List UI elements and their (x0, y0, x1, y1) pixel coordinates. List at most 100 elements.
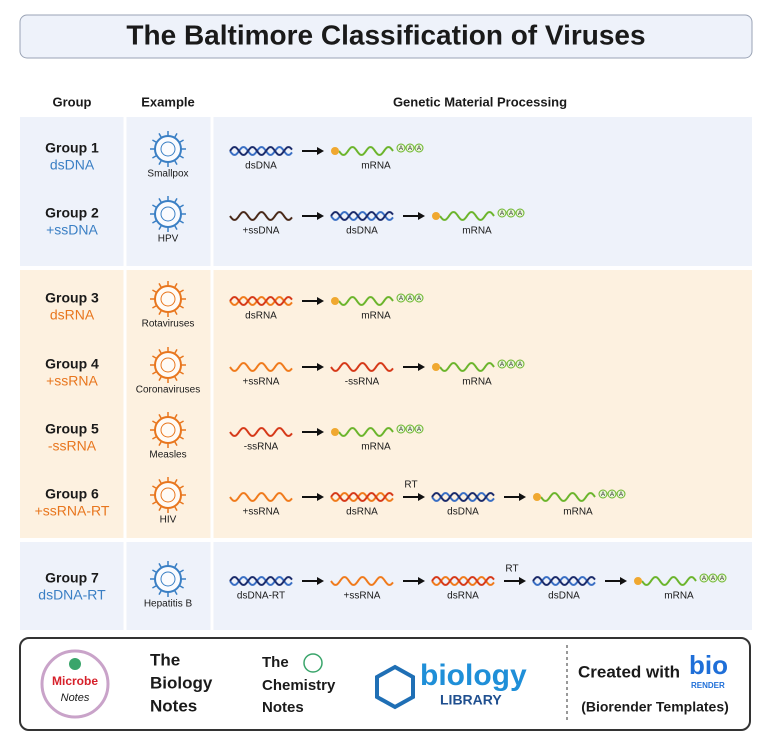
group-label: Group 4 (45, 356, 99, 372)
strand (229, 576, 293, 586)
group-label: Group 3 (45, 290, 99, 306)
group-type: dsDNA-RT (38, 587, 106, 603)
brand: RENDER (691, 681, 725, 690)
step-label: +ssRNA (243, 507, 280, 518)
arrow-head (418, 577, 425, 585)
strand (330, 492, 394, 502)
virus-icon (154, 416, 182, 444)
group-label: Group 6 (45, 486, 99, 502)
virus-icon (154, 481, 182, 509)
logo-text: Biology (150, 673, 213, 692)
brand: bio (689, 650, 728, 680)
step-label: mRNA (563, 507, 593, 518)
example-label: HIV (160, 515, 177, 526)
group-label: Group 1 (45, 140, 99, 156)
polya-letter: A (417, 427, 421, 433)
strand (532, 576, 596, 586)
logo-text: The (262, 654, 289, 671)
arrow-head (519, 493, 526, 501)
group-type: +ssRNA (46, 373, 98, 389)
polya-bead (497, 359, 507, 369)
arrow-head (317, 493, 324, 501)
logo-text: The (150, 650, 180, 669)
strand (532, 576, 596, 586)
polya-bead (405, 293, 415, 303)
polya-bead (396, 143, 406, 153)
strand (330, 211, 394, 221)
strand (431, 492, 495, 502)
group-type: dsDNA (50, 157, 95, 173)
step-label: dsDNA (245, 161, 277, 172)
microbe-icon (69, 658, 81, 670)
arrow-head (317, 577, 324, 585)
step-label: dsRNA (346, 507, 378, 518)
section-bg (20, 117, 752, 268)
polya-letter: A (702, 576, 706, 582)
strand (229, 492, 293, 502)
strand (229, 362, 293, 372)
polya-letter: A (509, 362, 513, 368)
example-label: Measles (149, 450, 186, 461)
step-label: -ssRNA (345, 377, 380, 388)
strand (431, 576, 495, 586)
polya-bead (598, 489, 608, 499)
step-label: mRNA (462, 377, 492, 388)
group-label: Group 2 (45, 205, 99, 221)
arrow-head (418, 363, 425, 371)
mrna-cap (533, 493, 541, 501)
group-type: -ssRNA (48, 438, 97, 454)
strand (229, 576, 293, 586)
step-label: dsDNA-RT (237, 591, 285, 602)
atom-icon (303, 653, 323, 673)
virus-icon (154, 351, 182, 379)
polya-bead (414, 293, 424, 303)
mrna-strand (540, 492, 596, 502)
polya-letter: A (417, 146, 421, 152)
polya-letter: A (518, 362, 522, 368)
title: The Baltimore Classification of Viruses (126, 19, 645, 50)
virus-icon (154, 285, 182, 313)
arrow-head (317, 428, 324, 436)
strand (431, 492, 495, 502)
polya-bead (414, 424, 424, 434)
polya-bead (396, 293, 406, 303)
polya-letter: A (408, 427, 412, 433)
strand (330, 576, 394, 586)
polya-letter: A (711, 576, 715, 582)
microbe-logo (40, 649, 110, 719)
strand (229, 427, 293, 437)
strand (229, 296, 293, 306)
polya-bead (515, 208, 525, 218)
polya-letter: A (601, 492, 605, 498)
logo-text: Microbe (52, 674, 98, 688)
polya-letter: A (399, 146, 403, 152)
title-box (19, 14, 753, 59)
arrow-head (317, 212, 324, 220)
step-label: mRNA (664, 591, 694, 602)
step-label: +ssRNA (344, 591, 381, 602)
polya-bead (607, 489, 617, 499)
step-label: mRNA (361, 311, 391, 322)
polya-letter: A (509, 211, 513, 217)
header: Example (141, 94, 194, 109)
polya-bead (699, 573, 709, 583)
polya-bead (506, 208, 516, 218)
mrna-strand (338, 146, 394, 156)
step-label: dsRNA (245, 311, 277, 322)
polya-letter: A (500, 362, 504, 368)
section-bg (20, 540, 752, 630)
polya-bead (414, 143, 424, 153)
polya-letter: A (518, 211, 522, 217)
arrow-head (519, 577, 526, 585)
example-label: Hepatitis B (144, 599, 193, 610)
arrow-label: RT (505, 564, 518, 575)
polya-letter: A (619, 492, 623, 498)
logo-text: biology (420, 659, 527, 692)
arrow-head (317, 147, 324, 155)
group-label: Group 5 (45, 421, 99, 437)
step-label: mRNA (361, 442, 391, 453)
library-icon (375, 664, 415, 710)
arrow-head (620, 577, 627, 585)
mrna-strand (338, 296, 394, 306)
